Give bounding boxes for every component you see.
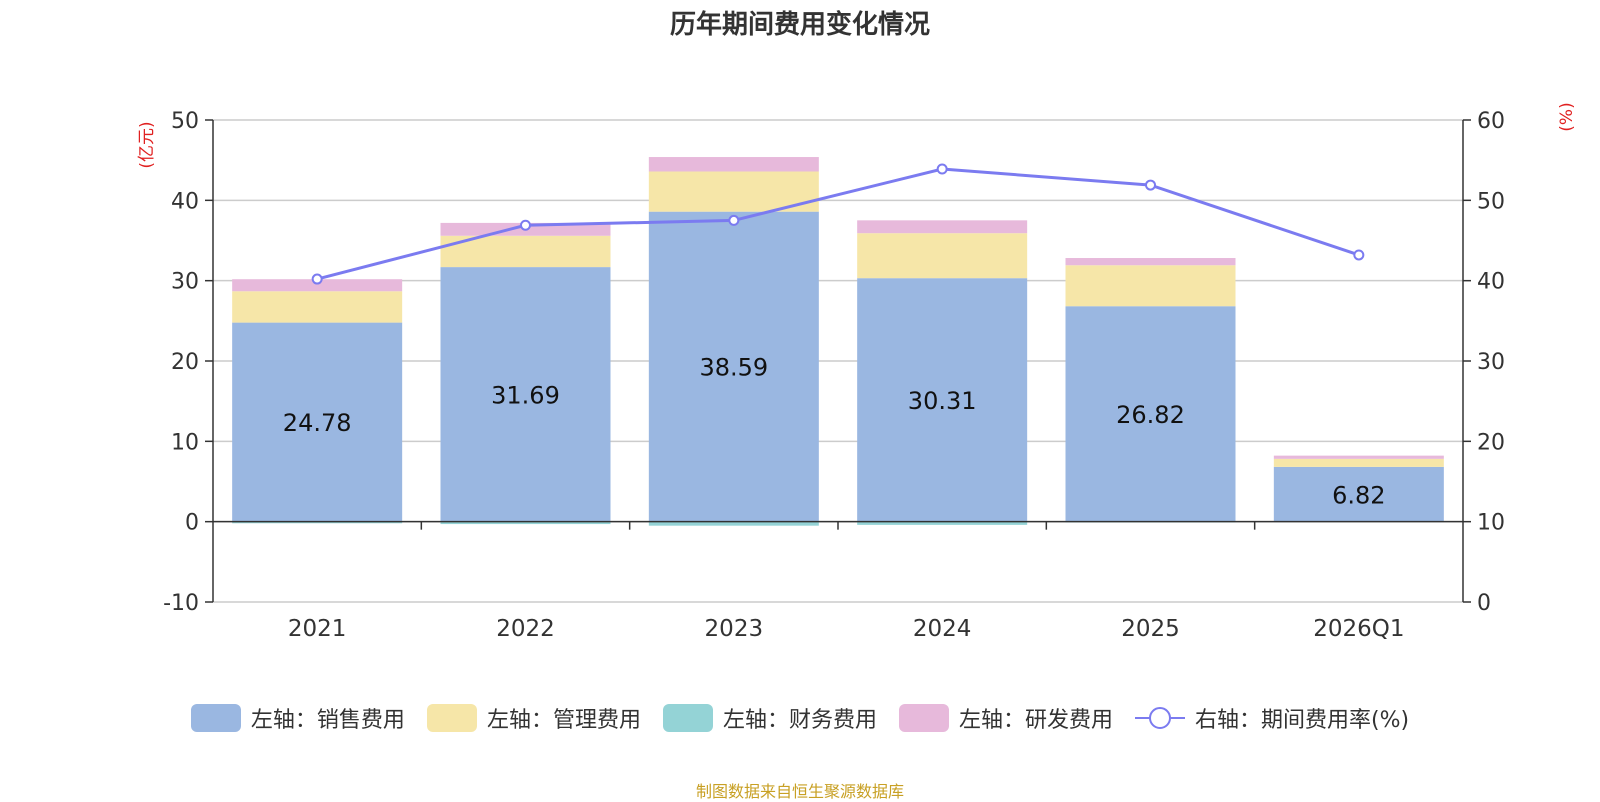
data-label: 31.69 — [491, 381, 560, 409]
bar-rnd — [1066, 258, 1236, 265]
left-axis-unit: (亿元) — [137, 121, 157, 168]
bar-admin — [857, 233, 1027, 278]
legend-swatch-rnd — [899, 704, 949, 732]
right-tick-label: 30 — [1477, 350, 1505, 375]
bars — [232, 157, 1444, 526]
legend-label-ratio: 右轴：期间费用率(%) — [1195, 702, 1409, 734]
data-label: 24.78 — [283, 409, 352, 437]
ratio-point — [313, 275, 322, 284]
left-tick-label: 40 — [171, 189, 199, 214]
left-tick-label: 10 — [171, 430, 199, 455]
bar-rnd — [1274, 456, 1444, 459]
legend-item-rnd[interactable]: 左轴：研发费用 — [899, 702, 1113, 734]
category-label: 2024 — [913, 616, 972, 642]
right-axis-unit: (%) — [1557, 102, 1577, 131]
legend: 左轴：销售费用 左轴：管理费用 左轴：财务费用 左轴：研发费用 右轴：期间费用率… — [0, 702, 1600, 734]
left-tick-label: -10 — [163, 591, 199, 616]
right-tick-label: 20 — [1477, 430, 1505, 455]
bar-rnd — [857, 220, 1027, 233]
bar-admin — [1066, 265, 1236, 306]
ratio-point — [1146, 181, 1155, 190]
legend-item-admin[interactable]: 左轴：管理费用 — [427, 702, 641, 734]
legend-label-rnd: 左轴：研发费用 — [959, 702, 1113, 734]
legend-item-sales[interactable]: 左轴：销售费用 — [191, 702, 405, 734]
legend-label-finance: 左轴：财务费用 — [723, 702, 877, 734]
right-tick-label: 10 — [1477, 511, 1505, 536]
category-label: 2023 — [705, 616, 764, 642]
chart-plot: 50 40 30 20 10 0 -10 60 50 40 30 20 10 0 (亿元) (%) 2021 20… — [0, 0, 1600, 700]
left-tick-label: 50 — [171, 109, 199, 134]
ratio-point — [938, 165, 947, 174]
legend-line-marker-icon — [1135, 704, 1185, 732]
category-label: 2021 — [288, 616, 347, 642]
right-tick-label: 60 — [1477, 109, 1505, 134]
bar-admin — [1274, 459, 1444, 467]
right-tick-label: 50 — [1477, 189, 1505, 214]
category-label: 2026Q1 — [1313, 616, 1404, 642]
legend-swatch-sales — [191, 704, 241, 732]
legend-label-sales: 左轴：销售费用 — [251, 702, 405, 734]
legend-label-admin: 左轴：管理费用 — [487, 702, 641, 734]
legend-item-ratio[interactable]: 右轴：期间费用率(%) — [1135, 702, 1409, 734]
ratio-point — [1354, 250, 1363, 259]
right-tick-label: 40 — [1477, 270, 1505, 295]
data-label: 30.31 — [908, 387, 977, 415]
left-tick-label: 30 — [171, 270, 199, 295]
bar-admin — [232, 291, 402, 322]
ratio-point — [521, 221, 530, 230]
right-tick-label: 0 — [1477, 591, 1491, 616]
data-label: 6.82 — [1332, 481, 1385, 509]
legend-item-finance[interactable]: 左轴：财务费用 — [663, 702, 877, 734]
source-note: 制图数据来自恒生聚源数据库 — [0, 778, 1600, 802]
ratio-point — [729, 216, 738, 225]
left-tick-label: 0 — [185, 511, 199, 536]
category-label: 2025 — [1121, 616, 1180, 642]
bar-rnd — [649, 157, 819, 171]
data-label: 26.82 — [1116, 401, 1185, 429]
legend-swatch-admin — [427, 704, 477, 732]
data-label: 38.59 — [699, 354, 768, 382]
category-label: 2022 — [496, 616, 555, 642]
legend-swatch-finance — [663, 704, 713, 732]
left-tick-label: 20 — [171, 350, 199, 375]
